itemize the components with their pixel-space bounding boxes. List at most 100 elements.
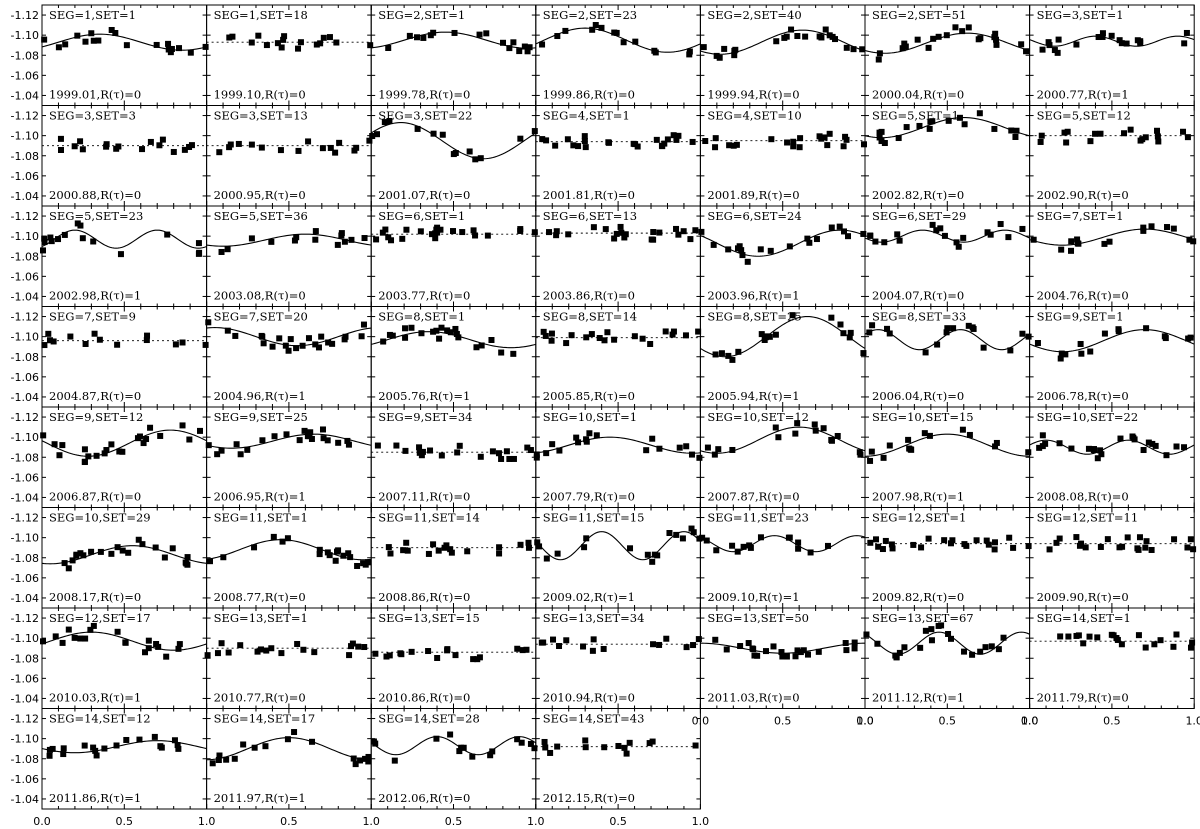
data-point: [945, 630, 952, 637]
data-point: [96, 336, 103, 343]
panel-label-epoch: 2002.90,R(τ)=0: [1037, 188, 1129, 202]
data-point: [430, 130, 437, 137]
panel-label-seg-set: SEG=7,SET=9: [49, 310, 136, 324]
data-point: [216, 149, 223, 156]
data-point: [1077, 340, 1084, 347]
panel-label-seg-set: SEG=10,SET=12: [707, 410, 809, 424]
data-point: [1058, 350, 1065, 357]
fit-curve: [1029, 439, 1195, 455]
panel-label-seg-set: SEG=9,SET=1: [1037, 310, 1124, 324]
data-point: [1097, 447, 1104, 454]
data-point: [623, 750, 630, 757]
panel: SEG=1,SET=18 1999.10,R(τ)=0: [206, 4, 374, 106]
data-point: [452, 150, 459, 157]
data-point: [826, 130, 833, 137]
data-point: [690, 642, 697, 649]
data-point: [268, 645, 275, 652]
panel: SEG=2,SET=51 2000.04,R(τ)=0: [864, 4, 1031, 106]
panel: SEG=10,SET=12 2007.87,R(τ)=0: [699, 406, 866, 508]
data-point: [81, 446, 88, 453]
data-point: [184, 554, 191, 561]
data-point: [437, 226, 444, 233]
data-point: [613, 230, 620, 237]
data-point: [1152, 442, 1159, 449]
data-point: [433, 735, 440, 742]
data-point: [790, 138, 797, 145]
data-point: [680, 228, 687, 235]
data-point: [762, 648, 769, 655]
data-point: [842, 640, 849, 647]
data-point: [876, 134, 883, 141]
data-point: [183, 560, 190, 567]
data-point: [77, 222, 84, 229]
data-point: [875, 56, 882, 63]
data-point: [1025, 543, 1032, 550]
data-point: [647, 340, 654, 347]
data-point: [489, 448, 496, 455]
data-point: [735, 348, 742, 355]
data-point: [374, 442, 381, 449]
data-point: [175, 645, 182, 652]
data-point: [650, 236, 657, 243]
data-point: [988, 643, 995, 650]
data-point: [284, 736, 291, 743]
data-point: [689, 138, 696, 145]
data-point: [806, 239, 813, 246]
data-point: [602, 226, 609, 233]
data-point: [223, 756, 230, 763]
data-point: [116, 448, 123, 455]
data-point: [77, 550, 84, 557]
data-point: [143, 436, 150, 443]
data-point: [876, 50, 883, 57]
data-point: [447, 731, 454, 738]
x-tick-label: 1.0: [1021, 715, 1039, 728]
data-point: [583, 334, 590, 341]
panel-label-epoch: 2004.07,R(τ)=0: [872, 289, 964, 303]
y-tick-label: -1.12: [11, 612, 39, 625]
data-point: [928, 637, 935, 644]
data-point: [427, 32, 434, 39]
data-point: [251, 544, 258, 551]
data-point: [611, 29, 618, 36]
data-point: [346, 652, 353, 659]
data-point: [380, 338, 387, 345]
data-point: [41, 239, 48, 246]
data-point: [114, 341, 121, 348]
data-point: [237, 642, 244, 649]
data-point: [444, 646, 451, 653]
data-point: [82, 635, 89, 642]
data-point: [649, 435, 656, 442]
y-tick-label: -1.10: [11, 130, 39, 143]
data-point: [90, 622, 97, 629]
data-point: [87, 626, 94, 633]
panel-label-epoch: 2009.82,R(τ)=0: [872, 590, 964, 604]
data-point: [757, 246, 764, 253]
data-point: [643, 447, 650, 454]
panel-label-seg-set: SEG=13,SET=67: [872, 611, 974, 625]
data-point: [553, 228, 560, 235]
data-point: [260, 340, 267, 347]
y-tick-label: -1.04: [11, 592, 39, 605]
data-point: [1135, 632, 1142, 639]
data-point: [554, 743, 561, 750]
data-point: [941, 537, 948, 544]
data-point: [670, 328, 677, 335]
data-point: [1039, 432, 1046, 439]
data-point: [153, 41, 160, 48]
data-point: [510, 39, 517, 46]
data-point: [935, 622, 942, 629]
data-point: [873, 536, 880, 543]
x-tick-label: 0.5: [774, 715, 792, 728]
panel-label-epoch: 2011.79,R(τ)=0: [1037, 691, 1129, 705]
data-point: [352, 761, 359, 768]
data-point: [443, 542, 450, 549]
panel-label-seg-set: SEG=5,SET=23: [49, 209, 143, 223]
data-point: [1000, 634, 1007, 641]
data-point: [1164, 224, 1171, 231]
data-point: [1099, 33, 1106, 40]
data-point: [739, 252, 746, 259]
panel-label-epoch: 1999.01,R(τ)=0: [49, 88, 141, 102]
data-point: [95, 37, 102, 44]
panel-label-epoch: 1999.78,R(τ)=0: [378, 88, 470, 102]
panel-label-seg-set: SEG=13,SET=34: [543, 611, 645, 625]
